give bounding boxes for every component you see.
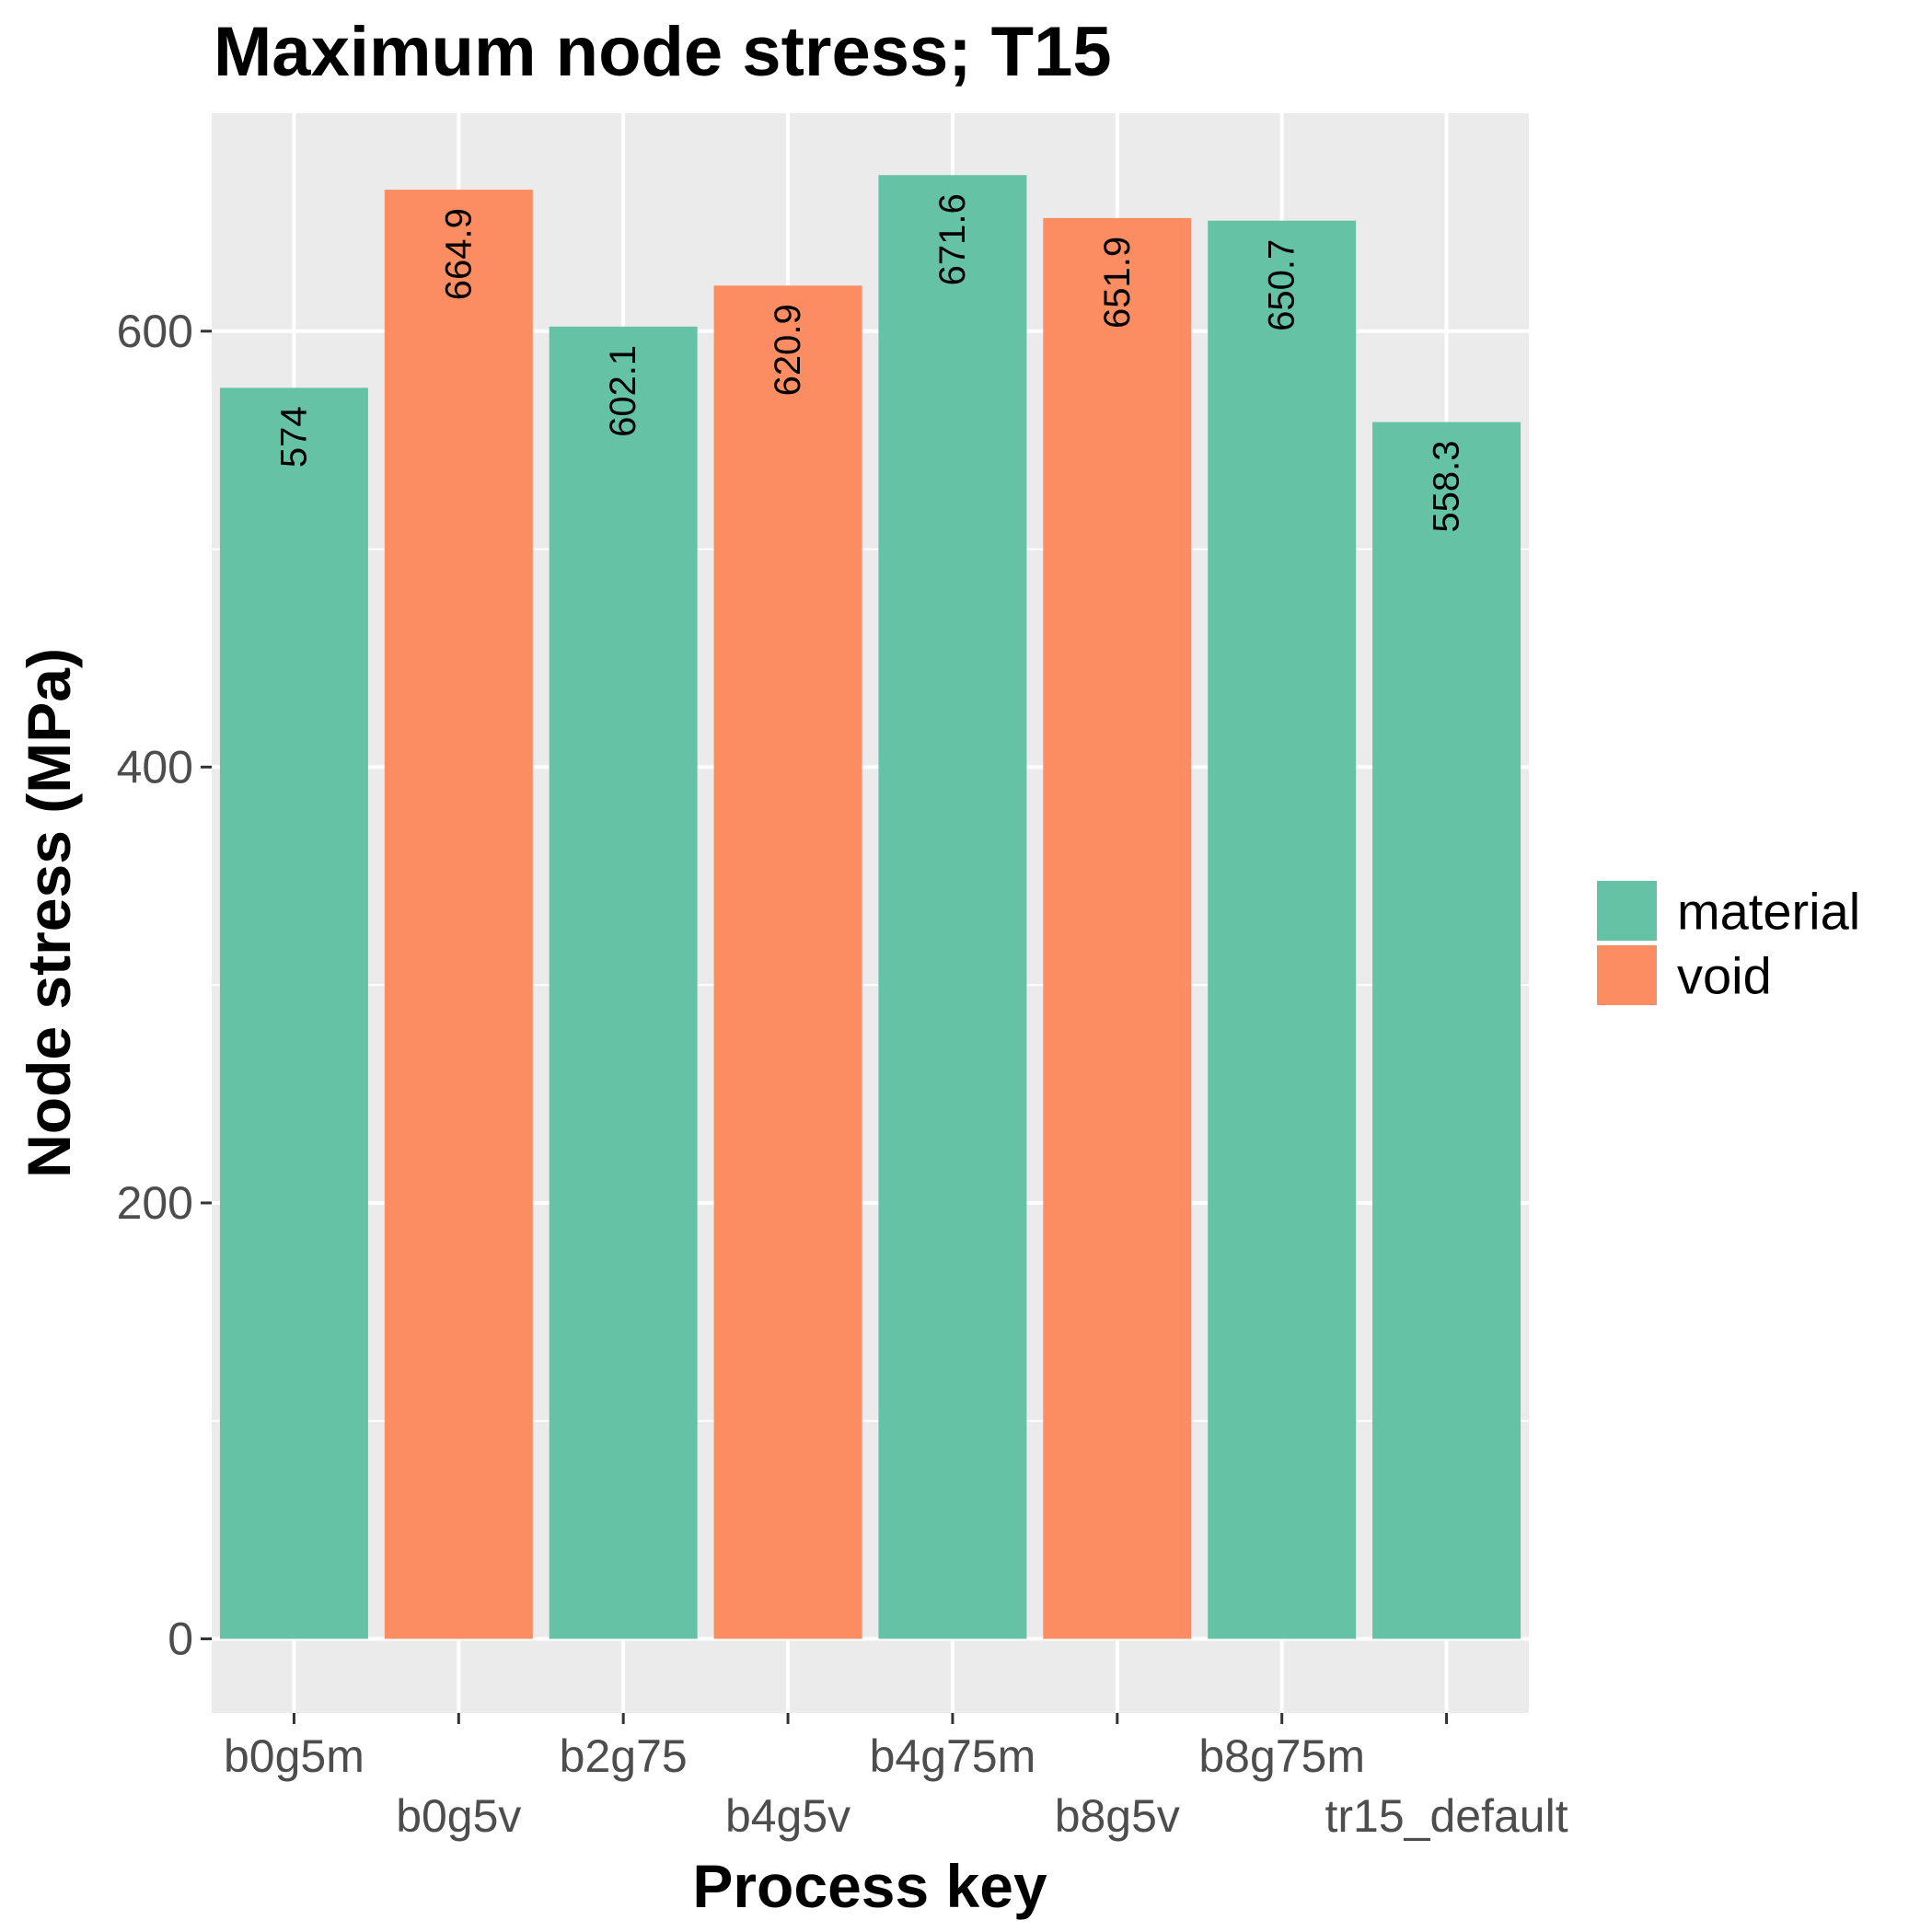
y-axis: 0 200 400 600: [117, 306, 212, 1664]
y-axis-title: Node stress (MPa): [15, 648, 83, 1178]
bar-b0g5m: [219, 388, 368, 1639]
bar-b2g75: [549, 326, 698, 1639]
y-tick-label: 0: [168, 1613, 193, 1664]
legend: material void: [1595, 879, 1860, 1007]
bar-b8g75m: [1208, 220, 1357, 1639]
bar-value-label: 620.9: [768, 304, 808, 396]
bar-value-labels: 574 664.9 602.1 620.9 671.6 651.9 650.7 558.3: [273, 193, 1466, 532]
y-tick-label: 600: [117, 306, 193, 357]
bar-b8g5v: [1043, 217, 1192, 1639]
bar-tr15_default: [1372, 422, 1521, 1639]
x-tick-label: b4g5v: [725, 1790, 850, 1842]
chart-title: Maximum node stress; T15: [214, 13, 1112, 91]
y-tick-label: 400: [117, 741, 193, 792]
legend-label: void: [1677, 947, 1772, 1005]
legend-label: material: [1677, 883, 1860, 941]
x-tick-label: b8g5v: [1055, 1790, 1180, 1842]
x-axis-title: Process key: [692, 1852, 1047, 1920]
legend-key-material: [1595, 879, 1659, 943]
y-tick-label: 200: [117, 1177, 193, 1229]
legend-key-void: [1595, 943, 1659, 1007]
x-tick-label: b0g5v: [396, 1790, 521, 1842]
x-tick-label: b0g5m: [224, 1730, 364, 1782]
bar-value-label: 651.9: [1097, 237, 1138, 329]
bars: [219, 175, 1521, 1639]
x-tick-label: b2g75: [560, 1730, 688, 1782]
x-tick-label: b4g75m: [870, 1730, 1036, 1782]
bar-value-label: 664.9: [438, 208, 479, 300]
bar-value-label: 671.6: [932, 193, 973, 285]
bar-b4g75m: [878, 175, 1027, 1639]
bar-b4g5v: [713, 285, 862, 1639]
bar-value-label: 558.3: [1427, 441, 1467, 533]
bar-value-label: 650.7: [1262, 239, 1302, 331]
bar-b0g5v: [384, 190, 533, 1639]
bar-value-label: 574: [273, 406, 314, 468]
x-tick-label: tr15_default: [1325, 1790, 1568, 1842]
bar-value-label: 602.1: [603, 345, 643, 437]
x-axis: b0g5m b0g5v b2g75 b4g5v b4g75m b8g5v b8g75m tr1…: [224, 1713, 1568, 1842]
x-tick-label: b8g75m: [1198, 1730, 1365, 1782]
